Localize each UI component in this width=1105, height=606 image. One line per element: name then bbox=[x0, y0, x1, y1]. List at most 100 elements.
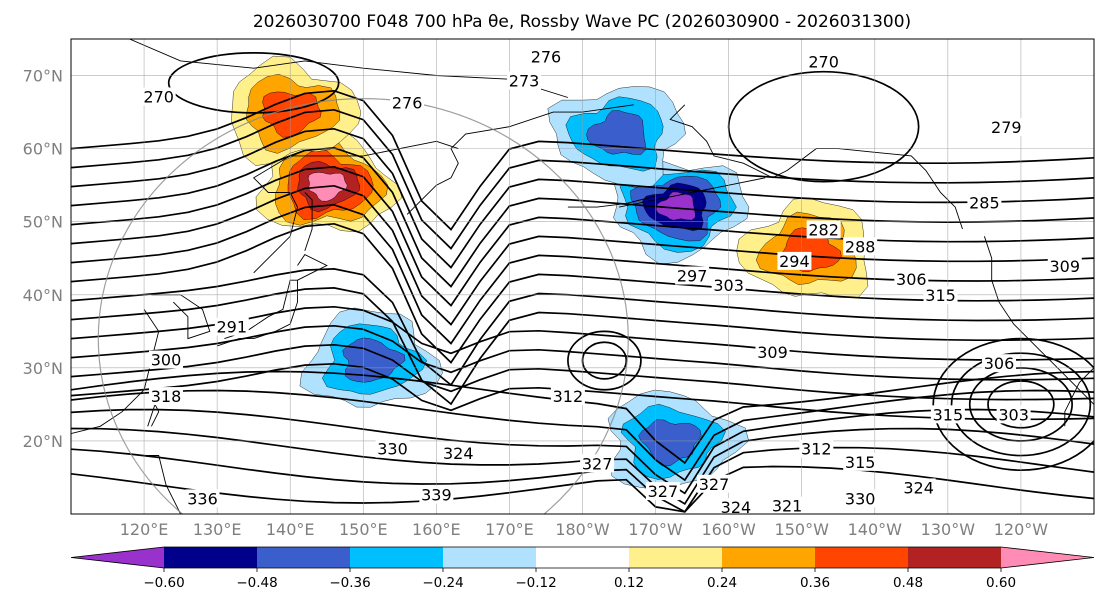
colorbar-tick-label: 0.48 bbox=[893, 575, 923, 591]
contour-label: 276 bbox=[531, 47, 562, 66]
contour-label: 312 bbox=[801, 440, 832, 459]
contour-label-bg bbox=[718, 498, 753, 514]
longitude-tick-label: 170°W bbox=[628, 520, 683, 539]
latitude-tick-label: 50°N bbox=[23, 213, 63, 232]
contour-label-bg bbox=[799, 439, 834, 458]
contour-label: 315 bbox=[933, 405, 964, 424]
coastline bbox=[147, 403, 160, 427]
contour-label: 327 bbox=[648, 482, 679, 501]
colorbar-swatch bbox=[443, 547, 537, 568]
contour-label: 318 bbox=[151, 387, 182, 406]
contour-label: 312 bbox=[553, 387, 584, 406]
contour-label: 303 bbox=[998, 405, 1029, 424]
contour-label-bg bbox=[996, 405, 1031, 424]
colorbar-swatch bbox=[257, 547, 351, 568]
contour-label: 270 bbox=[808, 52, 839, 71]
colorbar-swatch bbox=[629, 547, 723, 568]
coastline bbox=[297, 254, 328, 281]
projection-circle bbox=[97, 98, 629, 514]
contour-label-bg bbox=[507, 71, 542, 90]
contour-label: 324 bbox=[903, 478, 934, 497]
contour-label: 300 bbox=[151, 351, 182, 370]
contour-label-bg bbox=[550, 387, 585, 406]
longitude-tick-label: 140°E bbox=[266, 520, 315, 539]
coastline bbox=[144, 455, 182, 514]
colorbar-swatch bbox=[71, 547, 164, 568]
contour-label-bg bbox=[806, 52, 841, 71]
contour-label-bg bbox=[770, 496, 805, 514]
longitude-labels: 120°E 130°E 140°E 150°E 160°E 170°E 180°W 170°W… bbox=[120, 520, 1049, 539]
colorbar-swatch bbox=[722, 547, 816, 568]
colorbar-swatch bbox=[536, 547, 630, 568]
contour-label-bg bbox=[806, 220, 841, 239]
colorbar-tick-label: 0.24 bbox=[707, 575, 737, 591]
contour-label-bg bbox=[901, 478, 936, 497]
longitude-tick-label: 160°W bbox=[701, 520, 756, 539]
contour-label-bg bbox=[843, 452, 878, 471]
latitude-labels: 20°N 30°N 40°N 50°N 60°N 70°N bbox=[23, 67, 63, 451]
contour-label: 309 bbox=[1049, 257, 1080, 276]
contour-label: 330 bbox=[845, 489, 876, 508]
contour-label-bg bbox=[441, 444, 476, 463]
contour-label-bg bbox=[185, 489, 220, 508]
contour-label: 306 bbox=[984, 354, 1015, 373]
contour-label-bg bbox=[1047, 257, 1082, 275]
contour-label: 297 bbox=[677, 267, 708, 286]
contour-label: 315 bbox=[925, 286, 956, 305]
colorbar-tick-label: 0.36 bbox=[800, 575, 830, 591]
contour-label-bg bbox=[967, 193, 1002, 212]
contour-label: 279 bbox=[991, 118, 1022, 137]
theta-e-contour bbox=[167, 51, 340, 114]
map-frame bbox=[70, 38, 1095, 515]
contour-label: 327 bbox=[699, 475, 730, 494]
contour-label-bg bbox=[419, 485, 454, 504]
longitude-tick-label: 170°E bbox=[485, 520, 534, 539]
contour-label-bg bbox=[528, 47, 563, 66]
contour-label: 324 bbox=[721, 498, 752, 517]
longitude-tick-label: 140°W bbox=[848, 520, 903, 539]
contour-label: 324 bbox=[443, 444, 474, 463]
colorbar-tick-label: 0.60 bbox=[986, 575, 1016, 591]
coastline bbox=[618, 177, 766, 208]
contour-label: 294 bbox=[779, 252, 810, 271]
colorbar-swatch bbox=[908, 547, 1002, 568]
contour-label-bg bbox=[989, 118, 1024, 137]
contour-label-bg bbox=[843, 489, 878, 508]
longitude-tick-label: 130°W bbox=[921, 520, 976, 539]
longitude-tick-label: 150°E bbox=[339, 520, 388, 539]
contour-label-bg bbox=[141, 87, 176, 106]
contour-label: 306 bbox=[896, 270, 927, 289]
contour-label-bg bbox=[755, 343, 790, 362]
longitude-tick-label: 120°W bbox=[994, 520, 1049, 539]
colorbar-swatch bbox=[815, 547, 909, 568]
contour-label-bg bbox=[697, 474, 732, 493]
contour-label-bg bbox=[214, 317, 249, 336]
contour-label-bg bbox=[894, 270, 929, 289]
contour-label: 339 bbox=[421, 486, 452, 505]
contour-label-bg bbox=[711, 276, 746, 294]
colorbar-tick-label: −0.36 bbox=[329, 575, 370, 591]
colorbar-swatch bbox=[164, 547, 258, 568]
latitude-tick-label: 30°N bbox=[23, 359, 63, 378]
contour-label: 291 bbox=[216, 318, 247, 337]
contour-label: 327 bbox=[582, 454, 613, 473]
longitude-tick-label: 160°E bbox=[412, 520, 461, 539]
colorbar-swatch bbox=[1001, 547, 1094, 568]
contour-label: 336 bbox=[187, 489, 218, 508]
latitude-tick-label: 20°N bbox=[23, 432, 63, 451]
contour-label-bg bbox=[777, 251, 812, 270]
longitude-tick-label: 150°W bbox=[775, 520, 830, 539]
contour-label-bg bbox=[843, 237, 878, 256]
coastline bbox=[304, 192, 313, 252]
contour-label: 315 bbox=[845, 453, 876, 472]
colorbar: −0.60 −0.48 −0.36 −0.24 −0.12 0.12 0.24 0.36 0.4… bbox=[70, 546, 1095, 591]
contour-label-bg bbox=[148, 387, 183, 406]
latitude-tick-label: 40°N bbox=[23, 286, 63, 305]
latitude-tick-label: 60°N bbox=[23, 140, 63, 159]
contour-label-bg bbox=[580, 454, 615, 473]
contour-label-bg bbox=[645, 482, 680, 501]
colorbar-tick-label: −0.12 bbox=[515, 575, 556, 591]
contour-label: 276 bbox=[392, 93, 423, 112]
contour-label-bg bbox=[982, 354, 1017, 373]
